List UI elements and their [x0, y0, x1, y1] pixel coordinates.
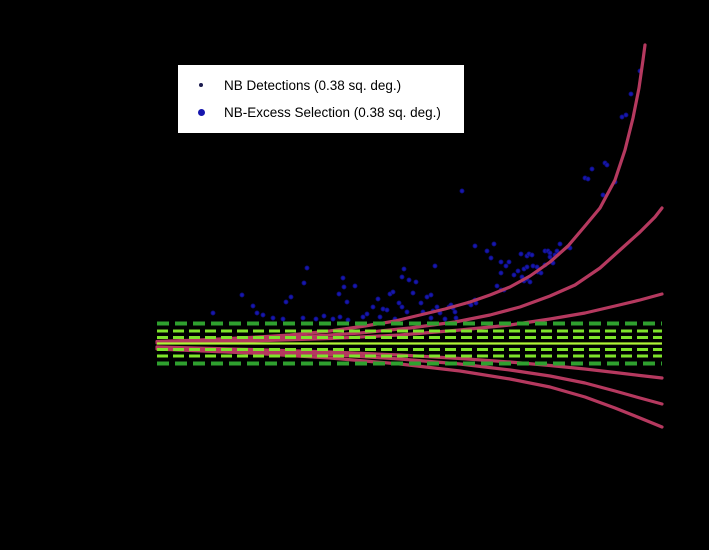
selection-threshold-lines	[157, 321, 662, 366]
small-dot-icon	[199, 83, 203, 88]
legend-label-nb-detections: NB Detections (0.38 sq. deg.)	[224, 77, 402, 93]
legend-marker-cell	[178, 109, 224, 117]
legend-marker-cell	[178, 83, 224, 88]
large-dot-icon	[197, 109, 205, 117]
legend-entry-nb-detections: NB Detections (0.38 sq. deg.)	[178, 78, 464, 93]
legend-box: NB Detections (0.38 sq. deg.) NB-Excess …	[176, 63, 466, 135]
legend-entry-nb-excess: NB-Excess Selection (0.38 sq. deg.)	[178, 105, 464, 120]
legend-label-nb-excess: NB-Excess Selection (0.38 sq. deg.)	[224, 105, 441, 121]
